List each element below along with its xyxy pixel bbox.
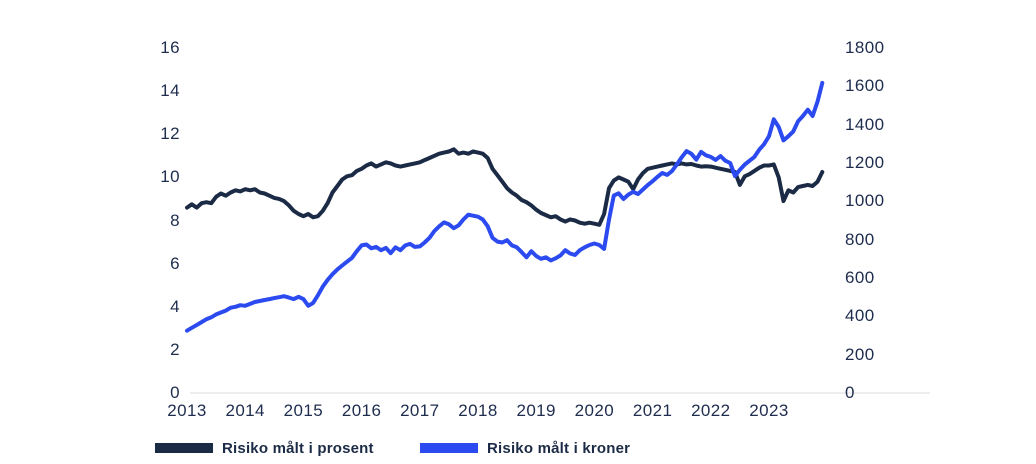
kroner-line — [185, 80, 825, 333]
right-axis-tick-label: 400 — [845, 306, 875, 326]
left-axis-tick-label: 8 — [170, 210, 180, 230]
legend-label-kroner: Risiko målt i kroner — [487, 439, 631, 457]
right-axis-tick-label: 800 — [845, 229, 875, 249]
right-axis-tick-label: 1000 — [845, 191, 885, 211]
right-axis-tick-label: 1400 — [845, 114, 885, 134]
x-axis-tick-label: 2020 — [574, 401, 615, 420]
right-axis-tick-label: 1800 — [845, 38, 885, 57]
left-axis-tick-label: 10 — [160, 167, 180, 187]
x-axis-tick-label: 2016 — [341, 401, 382, 420]
right-axis-tick-label: 0 — [845, 383, 855, 402]
x-axis-tick-label: 2018 — [458, 401, 498, 420]
left-axis-tick-label: 14 — [160, 81, 180, 101]
legend: Risiko målt i prosent Risiko målt i kron… — [0, 438, 1036, 460]
prosent-swatch — [155, 443, 213, 453]
left-axis-tick-label: 6 — [170, 253, 180, 273]
x-axis-tick-label: 2021 — [632, 401, 673, 420]
prosent-line — [185, 147, 825, 227]
kroner-swatch — [420, 443, 478, 453]
x-axis-tick-label: 2022 — [691, 401, 731, 420]
left-axis-tick-label: 16 — [160, 38, 180, 57]
right-axis-tick-label: 600 — [845, 268, 875, 287]
x-axis-tick-label: 2013 — [167, 401, 207, 420]
left-axis-tick-label: 12 — [160, 124, 180, 144]
right-axis-tick-label: 1600 — [845, 76, 885, 96]
legend-label-prosent: Risiko målt i prosent — [222, 439, 374, 457]
left-axis-tick-label: 0 — [170, 383, 180, 402]
x-axis-tick-label: 2015 — [283, 401, 324, 420]
legend-item-kroner: Risiko målt i kroner — [420, 438, 630, 458]
x-axis-tick-label: 2019 — [516, 401, 556, 420]
right-axis-tick-label: 1200 — [845, 153, 885, 172]
legend-item-prosent: Risiko målt i prosent — [155, 438, 374, 458]
left-axis-tick-label: 2 — [170, 339, 180, 359]
x-axis-tick-label: 2023 — [749, 401, 789, 420]
right-axis-tick-label: 200 — [845, 344, 875, 364]
left-axis-tick-label: 4 — [170, 296, 180, 316]
x-axis-tick-label: 2014 — [225, 401, 265, 420]
x-axis-tick-label: 2017 — [400, 401, 440, 420]
